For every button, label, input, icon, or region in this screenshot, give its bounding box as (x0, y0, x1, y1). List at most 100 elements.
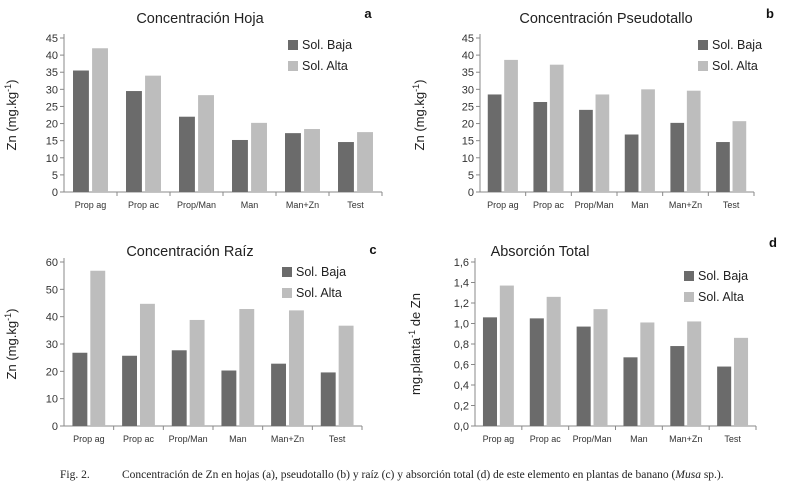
panel-letter: c (369, 242, 376, 257)
bar-sol-baja (271, 363, 287, 426)
bar-sol-baja (221, 370, 237, 426)
legend-swatch (684, 292, 694, 302)
bar-sol-baja (73, 70, 89, 192)
caption-species: Musa (675, 469, 701, 481)
x-tick-label: Man (630, 434, 648, 444)
x-tick-label: Prop ac (530, 434, 562, 444)
bar-sol-alta (546, 296, 561, 426)
bar-sol-baja (487, 94, 502, 192)
y-tick-label: 10 (46, 153, 58, 165)
y-tick-label: 45 (46, 33, 58, 45)
chart-title: Concentración Raíz (126, 244, 253, 260)
y-tick-label: 45 (462, 33, 474, 45)
legend-label: Sol. Alta (698, 290, 744, 304)
bar-sol-baja (670, 346, 685, 426)
y-tick-label: 1,0 (454, 319, 469, 331)
figure-caption: Fig. 2. Concentración de Zn en hojas (a),… (60, 469, 780, 481)
x-tick-label: Prop ag (487, 200, 519, 210)
x-tick-label: Man (229, 434, 247, 444)
legend-label: Sol. Baja (698, 269, 748, 283)
y-tick-label: 15 (46, 136, 58, 148)
legend-swatch (698, 40, 708, 50)
bar-sol-alta (595, 94, 610, 192)
legend-swatch (684, 271, 694, 281)
bar-sol-alta (139, 303, 155, 426)
bar-sol-alta (686, 90, 701, 192)
bar-sol-baja (716, 142, 730, 192)
y-tick-label: 0 (52, 421, 58, 433)
x-tick-label: Man+Zn (286, 200, 319, 210)
y-tick-label: 5 (52, 170, 58, 182)
caption-text: Concentración de Zn en hojas (a), pseudo… (122, 469, 676, 481)
y-tick-label: 30 (46, 84, 58, 96)
y-axis-label: Zn (mg.kg-1) (3, 309, 19, 380)
panel-letter: b (766, 6, 774, 21)
legend-label: Sol. Baja (712, 38, 762, 52)
legend-label: Sol. Alta (302, 59, 348, 73)
y-tick-label: 1,6 (454, 257, 469, 269)
y-tick-label: 40 (46, 312, 58, 324)
x-tick-label: Prop/Man (177, 200, 216, 210)
panel-letter: d (769, 235, 777, 250)
bar-sol-baja (179, 116, 195, 192)
bar-sol-baja (529, 318, 544, 426)
bar-sol-alta (640, 322, 655, 426)
x-tick-label: Test (723, 200, 740, 210)
caption-text-end: sp.). (700, 469, 724, 481)
legend-label: Sol. Baja (302, 38, 352, 52)
x-tick-label: Prop/Man (573, 434, 612, 444)
y-tick-label: 60 (46, 257, 58, 269)
x-tick-label: Prop ac (123, 434, 155, 444)
legend-label: Sol. Alta (712, 59, 758, 73)
bar-sol-baja (624, 134, 639, 192)
chart-title: Absorción Total (491, 244, 590, 260)
y-tick-label: 0,0 (454, 421, 469, 433)
bar-sol-baja (533, 101, 548, 192)
x-tick-label: Man (631, 200, 649, 210)
bar-sol-alta (251, 122, 267, 192)
chart-title: Concentración Hoja (136, 11, 264, 27)
y-tick-label: 0,8 (454, 339, 469, 351)
bar-sol-alta (593, 309, 608, 426)
x-tick-label: Man+Zn (669, 434, 702, 444)
x-tick-label: Test (724, 434, 741, 444)
y-tick-label: 20 (462, 119, 474, 131)
bar-sol-baja (285, 133, 301, 192)
y-tick-label: 25 (46, 101, 58, 113)
bar-sol-baja (232, 139, 248, 192)
y-tick-label: 1,2 (454, 298, 469, 310)
y-tick-label: 0 (468, 187, 474, 199)
y-tick-label: 35 (46, 67, 58, 79)
legend-label: Sol. Baja (296, 265, 346, 279)
legend-label: Sol. Alta (296, 286, 342, 300)
x-tick-label: Prop ag (75, 200, 107, 210)
x-tick-label: Prop ag (73, 434, 105, 444)
y-tick-label: 20 (46, 119, 58, 131)
x-tick-label: Prop ac (533, 200, 565, 210)
bar-sol-alta (687, 321, 702, 426)
legend-swatch (288, 40, 298, 50)
y-tick-label: 30 (46, 339, 58, 351)
y-axis-label: Zn (mg.kg-1) (3, 80, 19, 151)
bar-sol-alta (90, 270, 106, 426)
legend-swatch (282, 288, 292, 298)
x-tick-label: Prop/Man (575, 200, 614, 210)
bar-sol-alta (304, 129, 320, 192)
bar-sol-alta (288, 310, 304, 426)
bar-sol-alta (733, 337, 749, 426)
bar-sol-alta (504, 59, 518, 192)
bar-sol-baja (338, 142, 354, 192)
bar-sol-alta (357, 132, 373, 192)
y-tick-label: 5 (468, 170, 474, 182)
bar-sol-baja (126, 91, 142, 192)
y-tick-label: 0,6 (454, 360, 469, 372)
bar-sol-alta (198, 95, 214, 192)
y-tick-label: 1,4 (454, 278, 469, 290)
legend-swatch (288, 61, 298, 71)
chart-title: Concentración Pseudotallo (519, 11, 692, 27)
y-tick-label: 15 (462, 136, 474, 148)
bar-sol-baja (122, 355, 138, 426)
bar-sol-baja (579, 109, 593, 192)
bar-sol-alta (732, 121, 747, 192)
